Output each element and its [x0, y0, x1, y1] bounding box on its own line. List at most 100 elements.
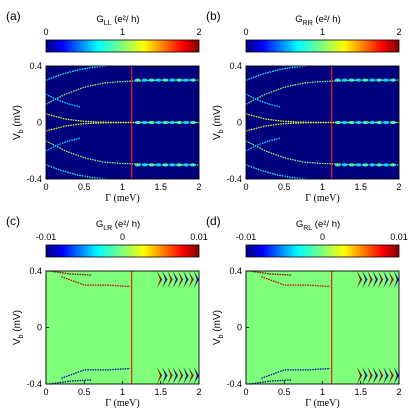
heatmap-peak	[155, 163, 162, 167]
heatmap-feature-curve	[45, 140, 199, 166]
colorbar	[45, 244, 200, 258]
heatmap-pattern-cell	[172, 367, 178, 384]
heatmap-peak	[348, 163, 355, 167]
heatmap-peak	[182, 120, 189, 125]
heatmap-peak	[348, 78, 355, 82]
y-axis-label: Vb (mV)	[12, 310, 25, 345]
heatmap-peak	[155, 78, 162, 82]
heatmap-peak	[376, 163, 383, 167]
heatmap-pattern-cell	[356, 271, 363, 288]
heatmap-peak	[382, 78, 389, 82]
colorbar-tick-label: 0	[243, 27, 248, 37]
colorbar-title: GLR (e²/ h)	[96, 219, 140, 232]
heatmap-peak	[389, 78, 396, 82]
heatmap-feature-curve	[245, 65, 308, 81]
heatmap-peak	[362, 163, 369, 167]
colorbar-title: GRL (e²/ h)	[296, 219, 340, 232]
heatmap-pattern-cell	[177, 271, 184, 288]
panel-label: (c)	[6, 214, 20, 228]
x-tick-label: 2	[396, 387, 401, 397]
heatmap-peak	[176, 120, 183, 125]
x-tick-label: 0	[43, 182, 48, 192]
x-tick-label: 2	[396, 182, 401, 192]
heatmap-pattern-cell	[172, 271, 178, 288]
heatmap-pattern-cell	[362, 271, 368, 288]
heatmap-peak	[334, 163, 341, 167]
heatmap-peak	[134, 78, 141, 82]
heatmap-pattern-cell	[177, 367, 184, 384]
heatmap-pattern-cell	[372, 367, 378, 384]
y-tick-label: -0.4	[26, 379, 42, 389]
heatmap-peak	[189, 120, 196, 125]
heatmap-peak	[169, 120, 176, 125]
heatmap-pattern-cell	[167, 271, 173, 288]
heatmap-feature-curve	[45, 93, 81, 108]
heatmap-peak	[369, 120, 376, 125]
y-axis-label: Vb (mV)	[212, 105, 225, 140]
heatmap-pattern-cell	[383, 367, 389, 384]
heatmap-feature-curve	[61, 276, 131, 288]
x-tick-label: 1	[120, 182, 125, 192]
heatmap-pattern-cell	[367, 271, 373, 288]
heatmap-peak	[176, 163, 183, 167]
heatmap-peak	[369, 78, 376, 82]
heatmap-feature-curve	[45, 137, 81, 152]
heatmap-feature-curve	[245, 164, 308, 180]
heatmap-background	[246, 271, 399, 384]
y-tick-label: 0.4	[29, 61, 42, 71]
heatmap-peak	[155, 120, 162, 125]
heatmap-peak	[348, 120, 355, 125]
heatmap-peak	[189, 163, 196, 167]
y-tick-label: 0	[237, 323, 242, 333]
heatmap-feature-curve	[245, 93, 281, 108]
heatmap-peak	[182, 163, 189, 167]
x-tick-label: 1	[320, 182, 325, 192]
heatmap-pattern-cell	[167, 367, 173, 384]
heatmap-pattern-cell	[393, 271, 399, 288]
heatmap-peak	[341, 78, 348, 82]
x-axis-label: Γ (meV)	[105, 398, 139, 409]
heatmap-feature-curve	[61, 367, 131, 379]
y-axis-label: Vb (mV)	[212, 310, 225, 345]
heatmap-background	[46, 271, 199, 384]
x-tick-label: 1.5	[154, 387, 167, 397]
y-tick-label: 0	[37, 323, 42, 333]
heatmap-peak	[189, 78, 196, 82]
x-tick-label: 0.5	[78, 387, 91, 397]
heatmap-peak	[148, 78, 155, 82]
x-axis-label: Γ (meV)	[305, 398, 339, 409]
x-tick-label: 1.5	[154, 182, 167, 192]
colorbar-tick-label: 1	[320, 27, 325, 37]
panel-c: (c) GLR (e²/ h)-0.01 0 0.010 0.5 1 1.5 20.40-0.…	[6, 214, 208, 409]
y-tick-label: 0	[37, 118, 42, 128]
x-tick-label: 0.5	[278, 182, 291, 192]
heatmap-pattern-cell	[356, 367, 363, 384]
heatmap-peak	[134, 120, 141, 125]
heatmap-peak	[141, 120, 148, 125]
heatmap-feature-curve	[245, 137, 281, 152]
heatmap-peak	[362, 120, 369, 125]
heatmap-pattern-cell	[188, 367, 194, 384]
panel-a: (a) GLL (e²/ h)0 1 20 0.5 1 1.5 20.40-0.4Γ (meV…	[6, 9, 202, 204]
heatmap-peak	[376, 120, 383, 125]
heatmap-peak	[355, 78, 362, 82]
heatmap-pattern-cell	[183, 367, 189, 384]
heatmap-feature-curve	[45, 79, 199, 105]
colorbar-tick-label: 0.01	[190, 232, 208, 242]
heatmap-pattern-cell	[193, 367, 199, 384]
heatmap-peak	[369, 163, 376, 167]
heatmap-feature-curve	[45, 164, 108, 180]
heatmap-peak	[334, 78, 341, 82]
heatmap-pattern-cell	[367, 367, 373, 384]
x-tick-label: 0	[243, 387, 248, 397]
heatmap-peak	[148, 163, 155, 167]
heatmap-feature-curve	[261, 276, 331, 288]
heatmap-peak	[162, 78, 169, 82]
y-tick-label: -0.4	[226, 379, 242, 389]
heatmap-peak	[169, 78, 176, 82]
heatmap-pattern-cell	[162, 271, 168, 288]
colorbar-tick-label: 2	[396, 27, 401, 37]
heatmap-peak	[176, 78, 183, 82]
x-tick-label: 2	[196, 182, 201, 192]
heatmap-feature-curve	[249, 379, 292, 385]
